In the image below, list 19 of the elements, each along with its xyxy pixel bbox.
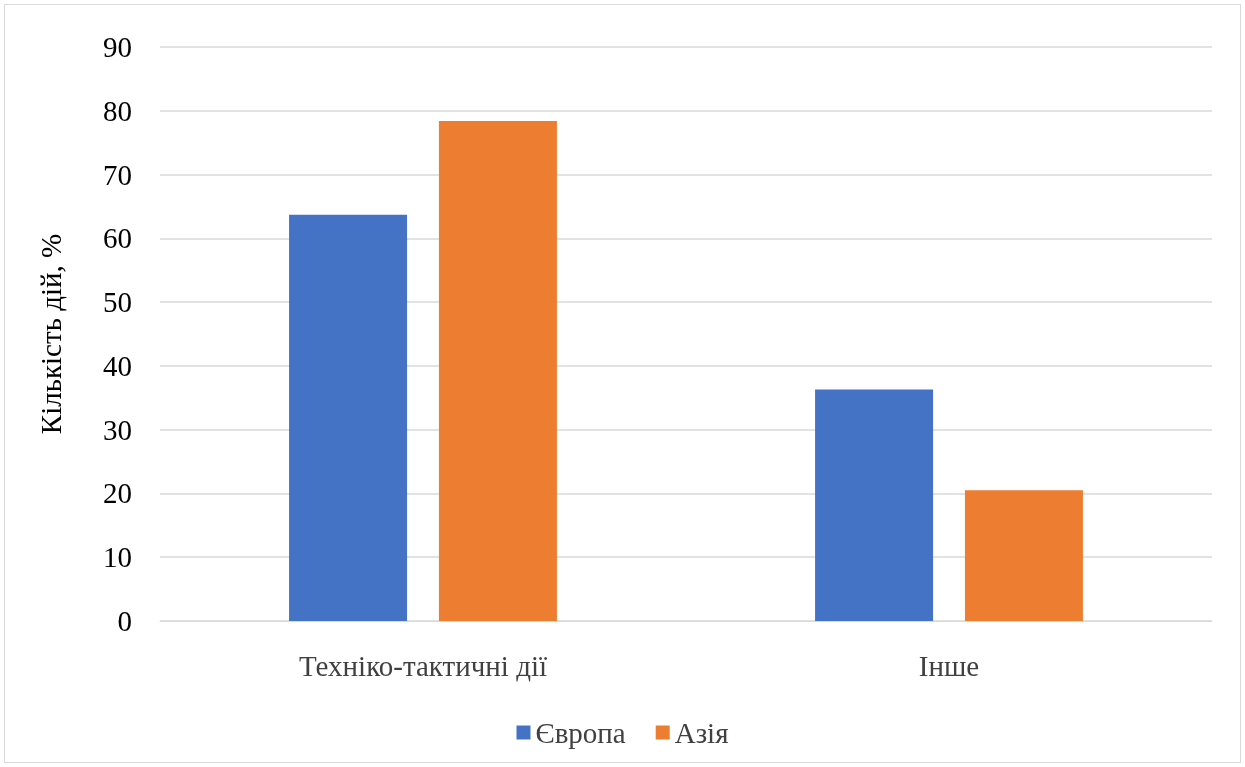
x-tick-label: Техніко-тактичні дії bbox=[298, 649, 548, 682]
legend-label: Європа bbox=[535, 716, 626, 749]
bar bbox=[289, 214, 408, 621]
y-tick-label: 90 bbox=[103, 31, 132, 63]
bar bbox=[815, 389, 934, 621]
y-tick-label: 70 bbox=[103, 158, 132, 191]
legend-label: Азія bbox=[674, 716, 729, 749]
y-axis-title: Кількість дій, % bbox=[34, 233, 67, 435]
y-tick-label: 40 bbox=[103, 349, 132, 382]
y-tick-label: 50 bbox=[103, 286, 132, 319]
y-tick-label: 30 bbox=[103, 413, 132, 446]
bar bbox=[964, 490, 1083, 621]
x-tick-label: Інше bbox=[918, 649, 980, 682]
y-tick-label: 20 bbox=[103, 477, 132, 510]
y-tick-label: 10 bbox=[103, 541, 132, 574]
bar bbox=[438, 120, 557, 621]
y-tick-label: 60 bbox=[103, 222, 132, 255]
y-tick-label: 80 bbox=[103, 94, 132, 127]
y-tick-label: 0 bbox=[117, 605, 132, 637]
